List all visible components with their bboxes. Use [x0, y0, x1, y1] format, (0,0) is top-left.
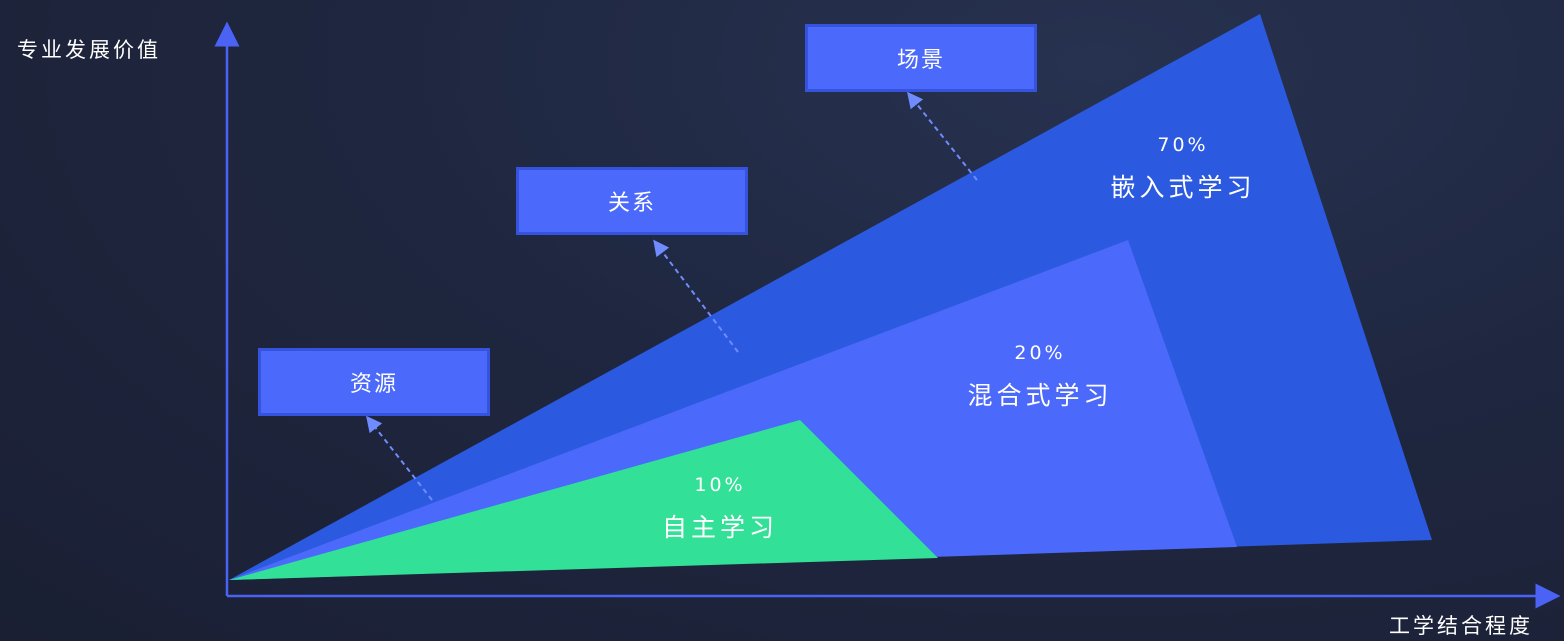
resources-pointer-arrow [366, 415, 433, 501]
embedded-percent: 70% [1157, 134, 1209, 156]
embedded-name: 嵌入式学习 [1110, 173, 1256, 202]
stage-box-relations: 关系 [516, 167, 748, 235]
blended-percent: 20% [1014, 342, 1066, 364]
blended-name: 混合式学习 [967, 381, 1113, 410]
blended-learning-region [229, 240, 1237, 580]
self-name: 自主学习 [661, 513, 778, 542]
stage-label-relations: 关系 [607, 191, 656, 216]
stage-box-scenarios: 场景 [805, 24, 1037, 92]
region-label-embedded: 70% 嵌入式学习 [1083, 134, 1283, 204]
self-percent: 10% [694, 474, 746, 496]
y-axis-label: 专业发展价值 [17, 38, 161, 62]
stage-label-resources: 资源 [349, 372, 398, 397]
x-axis-label: 工学结合程度 [1389, 614, 1533, 638]
self-learning-region [229, 420, 938, 580]
scenarios-pointer-arrow [907, 91, 978, 181]
relations-pointer-arrow [653, 239, 739, 353]
stage-label-scenarios: 场景 [896, 48, 945, 73]
region-label-self: 10% 自主学习 [620, 474, 820, 544]
stage-box-resources: 资源 [258, 348, 490, 416]
region-label-blended: 20% 混合式学习 [940, 342, 1140, 412]
